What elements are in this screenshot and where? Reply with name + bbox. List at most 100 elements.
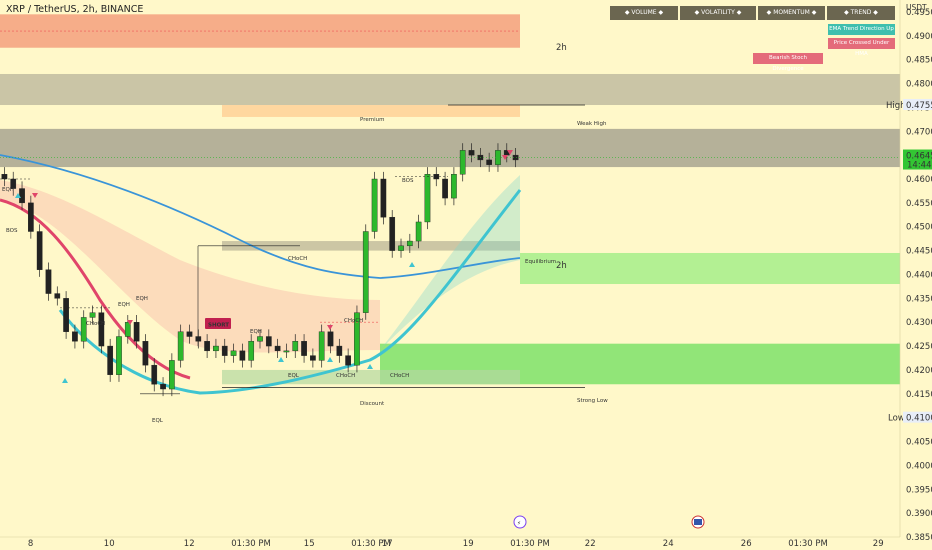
timeframe-label-top: 2h (556, 43, 567, 53)
choch-label-5: CHoCH (390, 373, 409, 379)
time-tick-label: 01:30 PM (510, 539, 550, 549)
zone-ob_top (0, 128, 900, 168)
time-tick-label: 24 (663, 539, 674, 549)
discount-label: Discount (360, 401, 385, 407)
candle-body (133, 322, 140, 342)
sell-signal-marker (507, 150, 513, 155)
eqh-label-3: EQH (136, 296, 148, 302)
candle-body (36, 231, 43, 270)
time-tick-label: 10 (104, 539, 115, 549)
candle-body (72, 331, 78, 342)
candle-body (451, 174, 457, 199)
candle-body (54, 293, 61, 299)
time-tick-label: 8 (28, 539, 33, 549)
high-value-label: 0.4755 (906, 101, 932, 111)
candle-body (371, 178, 378, 232)
candle-body (283, 350, 290, 353)
premium-zone (222, 105, 520, 117)
time-tick-label: 17 (382, 539, 393, 549)
low-value-tag (903, 411, 932, 423)
weak-high-label: Weak High (577, 121, 607, 127)
candle-body (265, 336, 272, 347)
indicator-badge: Price Crossed Under HMA (828, 38, 895, 57)
price-tick-label: 0.3850 (906, 533, 932, 543)
currency-label: USDT (906, 3, 927, 12)
eqh-label: EQH (2, 187, 14, 193)
candle-body (398, 245, 404, 251)
candle-body (177, 331, 184, 361)
zone-premium (0, 73, 900, 106)
short-signal-label: SHORT (208, 323, 229, 329)
strong-low-label: Strong Low (577, 398, 608, 404)
ema-200-line (0, 154, 521, 279)
timeframe-label-mid: 2h (556, 261, 567, 271)
candle-body (486, 159, 492, 165)
candle-body (80, 317, 87, 342)
short-signal-box (205, 318, 231, 329)
candle-body (257, 336, 263, 342)
candle-body (336, 345, 343, 356)
candle-body (116, 336, 122, 375)
last-price-label: 0.4645 (906, 152, 932, 162)
choch-label-3: CHoCH (344, 318, 363, 324)
candle-body (124, 322, 131, 337)
low-label: Low (888, 414, 905, 424)
candle-body (160, 384, 166, 390)
time-tick-label: 19 (463, 539, 474, 549)
candle-body (345, 355, 351, 366)
candle-body (292, 341, 299, 352)
time-tick-label: 01:30 PM (788, 539, 828, 549)
sell-signal-marker (327, 325, 333, 330)
candle-body (186, 331, 193, 337)
ema-trend-line (58, 189, 522, 395)
time-tick-label: 12 (184, 539, 195, 549)
symbol-title: XRP / TetherUS, 2h, BINANCE (6, 4, 144, 15)
candle-body (19, 188, 25, 204)
sell-signal-marker (127, 320, 133, 325)
indicator-badge: EMA Trend Direction Up (828, 24, 895, 35)
candle-body (354, 312, 360, 366)
time-tick-label: 01:30 PM (231, 539, 271, 549)
time-tick-label: 26 (741, 539, 752, 549)
candle-body (301, 341, 307, 356)
buy-signal-marker (62, 378, 68, 383)
candle-body (1, 174, 8, 180)
ema-cloud-bullish (380, 175, 520, 350)
buy-signal-marker (409, 262, 415, 267)
eqh-label-2: EQH (118, 302, 130, 308)
candle-body (151, 364, 158, 385)
candle-body (204, 341, 210, 352)
bos-label: BOS (6, 228, 18, 234)
candle-body (389, 216, 396, 251)
candle-body (169, 360, 175, 390)
table-header-volume: ◆ VOLUME ◆ (610, 6, 678, 20)
zone-demand_1 (520, 252, 900, 285)
candle-body (248, 341, 255, 361)
sell-signal-marker (502, 155, 508, 160)
choch-label-2: CHoCH (86, 321, 105, 327)
candle-body (512, 154, 519, 161)
candle-body (45, 269, 52, 294)
candle-body (89, 312, 96, 318)
buy-signal-marker (327, 357, 333, 362)
choch-label-4: CHoCH (336, 373, 355, 379)
equilibrium-label: Equilibrium (525, 259, 556, 265)
bos-label-2: BOS (402, 178, 414, 184)
candle-body (274, 345, 281, 352)
candle-body (318, 331, 325, 361)
